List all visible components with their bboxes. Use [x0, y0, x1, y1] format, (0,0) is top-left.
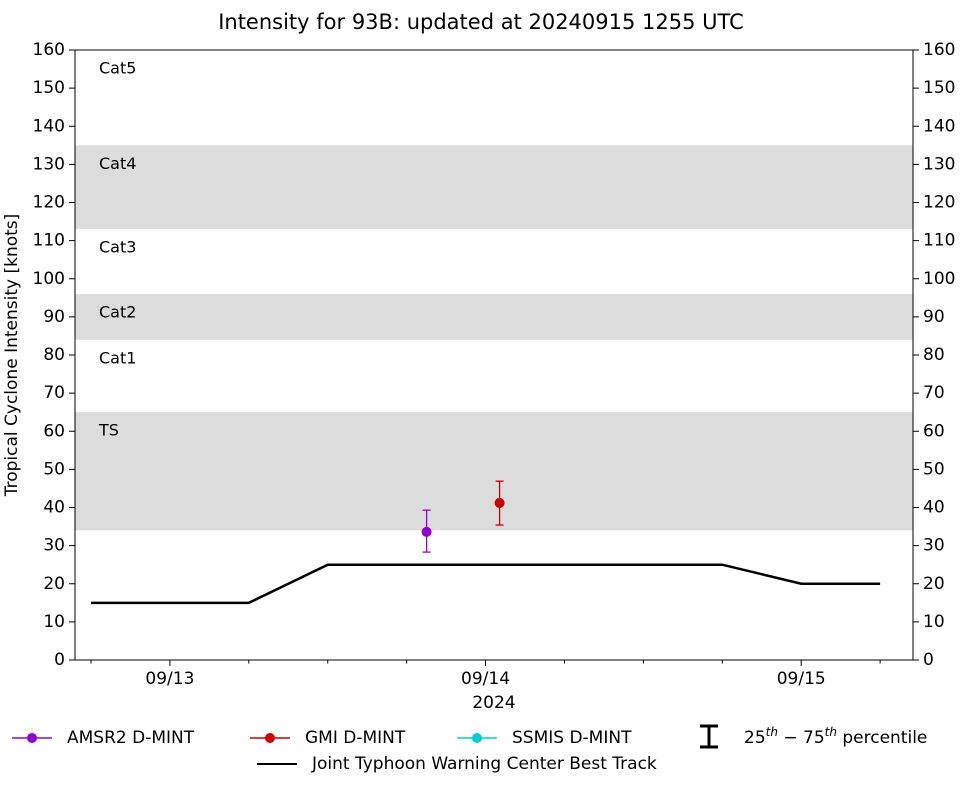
- y-tick-label: 110: [33, 231, 65, 251]
- data-point: [421, 526, 432, 537]
- y2-tick-label: 120: [923, 193, 955, 213]
- legend-marker: [27, 733, 37, 743]
- legend-marker: [265, 733, 275, 743]
- y2-tick-label: 10: [923, 612, 945, 632]
- y-tick-label: 80: [43, 345, 65, 365]
- chart-title: Intensity for 93B: updated at 20240915 1…: [218, 10, 744, 34]
- x-tick-label: 09/14: [461, 669, 510, 689]
- legend-label: AMSR2 D-MINT: [67, 728, 195, 748]
- category-label: Cat3: [99, 238, 136, 257]
- y2-tick-label: 40: [923, 498, 945, 518]
- y2-tick-label: 150: [923, 78, 955, 98]
- category-band: [75, 412, 913, 531]
- y-tick-label: 130: [33, 154, 65, 174]
- y2-tick-label: 140: [923, 116, 955, 136]
- x-axis-label: 2024: [472, 693, 515, 713]
- data-point: [494, 497, 505, 508]
- y-tick-label: 100: [33, 269, 65, 289]
- category-label: Cat1: [99, 348, 136, 367]
- y2-tick-label: 50: [923, 459, 945, 479]
- y-tick-label: 40: [43, 498, 65, 518]
- y-tick-label: 150: [33, 78, 65, 98]
- legend-label: SSMIS D-MINT: [512, 728, 632, 748]
- legend-label: 25th − 75th percentile: [744, 725, 927, 749]
- y2-tick-label: 0: [923, 650, 934, 670]
- y2-tick-label: 130: [923, 154, 955, 174]
- y2-tick-label: 160: [923, 40, 955, 60]
- y2-tick-label: 60: [923, 421, 945, 441]
- category-band: [75, 145, 913, 230]
- y-tick-label: 0: [54, 650, 65, 670]
- legend-label-part: percentile: [837, 728, 927, 748]
- legend-label: Joint Typhoon Warning Center Best Track: [311, 754, 657, 774]
- y-tick-label: 140: [33, 116, 65, 136]
- category-band: [75, 294, 913, 340]
- y-tick-label: 10: [43, 612, 65, 632]
- y-tick-label: 160: [33, 40, 65, 60]
- legend-label-part: th: [825, 725, 837, 739]
- category-label: TS: [98, 421, 119, 440]
- x-tick-label: 09/13: [145, 669, 194, 689]
- legend-label-part: th: [766, 725, 778, 739]
- best-track-line: [91, 563, 881, 605]
- plot-frame: [74, 49, 914, 661]
- category-label: Cat5: [99, 59, 136, 78]
- y-tick-label: 90: [43, 307, 65, 327]
- y2-tick-label: 100: [923, 269, 955, 289]
- category-label: Cat2: [99, 303, 136, 322]
- y2-tick-label: 90: [923, 307, 945, 327]
- y2-tick-label: 20: [923, 574, 945, 594]
- y2-tick-label: 70: [923, 383, 945, 403]
- y2-tick-label: 110: [923, 231, 955, 251]
- category-label: Cat4: [99, 154, 136, 173]
- legend-label: GMI D-MINT: [305, 728, 406, 748]
- y-tick-label: 20: [43, 574, 65, 594]
- y-tick-label: 60: [43, 421, 65, 441]
- legend-marker: [472, 733, 482, 743]
- y-axis-label: Tropical Cyclone Intensity [knots]: [2, 214, 22, 498]
- y-tick-label: 50: [43, 459, 65, 479]
- legend-label-part: 25: [744, 728, 766, 748]
- y-tick-label: 70: [43, 383, 65, 403]
- legend-label-part: − 75: [778, 728, 825, 748]
- x-tick-label: 09/15: [777, 669, 826, 689]
- y2-tick-label: 80: [923, 345, 945, 365]
- y-tick-label: 120: [33, 193, 65, 213]
- y2-tick-label: 30: [923, 536, 945, 556]
- y-tick-label: 30: [43, 536, 65, 556]
